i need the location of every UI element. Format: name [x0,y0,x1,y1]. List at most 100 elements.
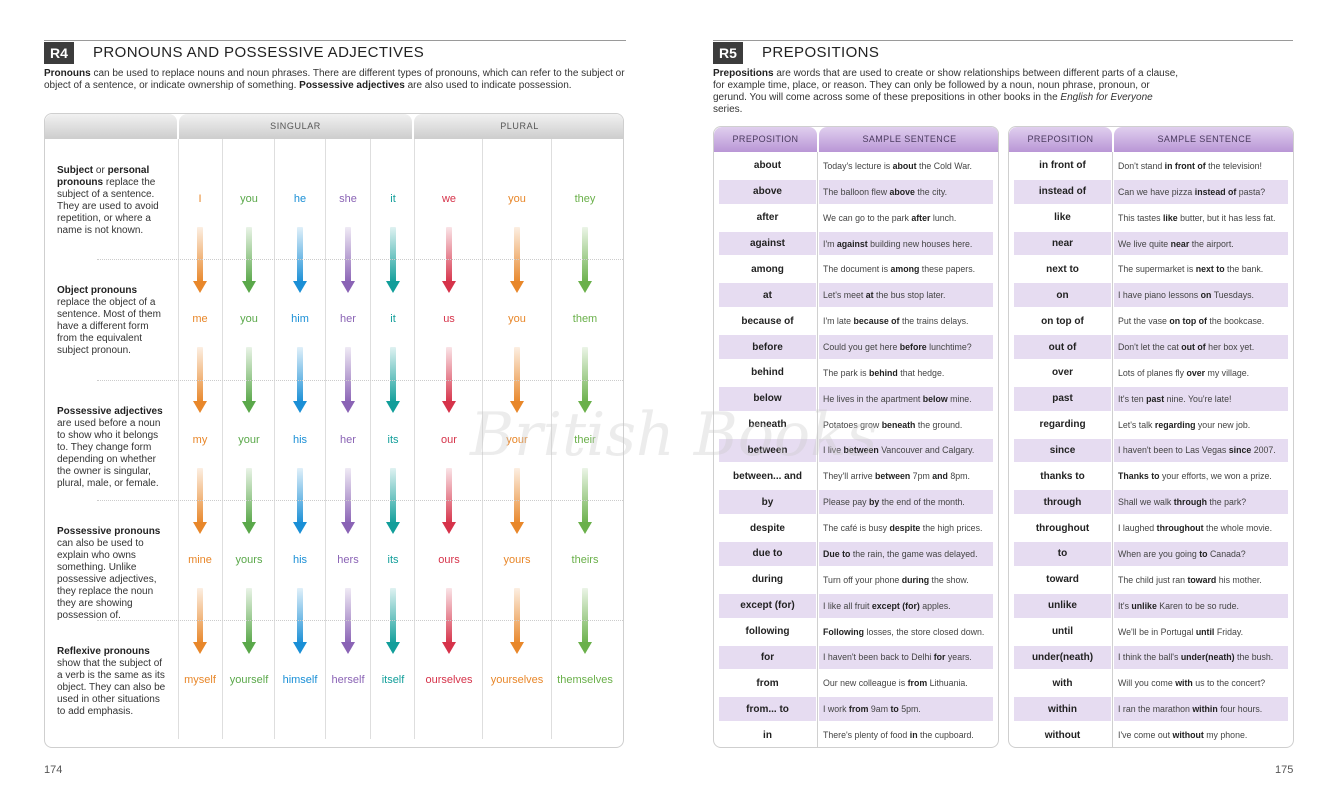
sample-sentence-cell: This tastes like butter, but it has less… [1114,206,1288,230]
highlighted-preposition: with [1175,678,1193,689]
section-title: PRONOUNS AND POSSESSIVE ADJECTIVES [93,44,425,61]
sentence-text: Don't stand [1118,160,1165,171]
sentence-text: my village. [1205,367,1250,378]
header-rule [713,40,1293,41]
sentence-text: apples. [919,600,951,611]
table-row: before Could you get here before lunchtim… [714,334,998,360]
highlighted-preposition: in front of [1164,160,1206,171]
highlighted-preposition: before [899,342,927,352]
column-divider [178,139,179,739]
column-divider [325,139,326,739]
page-number: 174 [44,764,63,776]
down-arrow-icon [341,467,355,536]
down-arrow-icon [510,227,524,295]
pronoun-word: him [291,313,309,326]
sentence-text: Today's lecture is [823,160,893,171]
highlighted-preposition: throughout [1156,523,1204,534]
row-description: Subject or personal pronouns replace the… [57,165,169,237]
preposition-cell: below [719,386,816,411]
pronoun-word: he [293,193,307,205]
row-divider [97,620,623,622]
sample-sentence-cell: Today's lecture is about the Cold War. [819,154,993,178]
text-run: are used before a noun to show who it be… [57,417,161,489]
sentence-text: I'm late [823,316,854,327]
pronoun-word: mine [188,553,212,566]
table-header-singular: SINGULAR [179,114,412,139]
table-row: over Lots of planes fly over my village. [1009,360,1293,386]
highlighted-preposition: against [836,238,868,249]
pronoun-word: your [238,433,260,446]
sentence-text: Turn off your phone [823,574,902,585]
sentence-text: losses, the store closed down. [864,626,985,637]
sample-sentence-cell: Thanks to your efforts, we won a prize. [1114,464,1288,488]
preposition-cell: against [719,231,816,256]
sentence-text: There's plenty of food [823,730,910,741]
text-run: are words that are used to create or sho… [713,68,1179,103]
pronoun-word: itself [381,674,405,687]
preposition-cell: through [1014,490,1111,515]
sentence-text: I've come out [1118,730,1173,741]
sample-sentence-cell: Don't stand in front of the television! [1114,154,1288,178]
sentence-text: This tastes [1118,212,1163,223]
column-divider [370,139,371,739]
sample-sentence-cell: Will you come with us to the concert? [1114,671,1288,695]
preposition-cell: because of [741,315,794,327]
sentence-text: your new job. [1195,419,1251,430]
down-arrow-icon [442,587,456,656]
column-header-preposition: PREPOSITION [1009,127,1112,152]
preposition-cell: despite [749,522,785,534]
sentence-text: the bank. [1224,264,1264,275]
sentence-text: mine. [947,393,972,404]
highlighted-preposition: Due to [823,548,851,559]
sentence-text: Lithuania. [927,678,968,689]
preposition-cell: after [756,212,779,224]
table-row: except (for) I like all fruit except (for… [714,593,998,619]
preposition-cell: above [719,179,816,204]
text-run: Possessive adjectives [299,80,405,91]
highlighted-preposition: like [1162,212,1178,223]
sentence-text: Karen to be so rude. [1156,600,1240,611]
highlighted-preposition: toward [1187,574,1217,585]
preposition-cell: over [1051,367,1074,379]
down-arrow-icon [341,347,355,415]
down-arrow-icon [386,347,400,415]
pronoun-word: she [339,193,357,205]
preposition-cell: beneath [748,419,787,431]
sentence-text: We live quite [1118,238,1171,249]
preposition-cell: thanks to [1040,470,1085,482]
highlighted-preposition: instead of [1194,186,1237,197]
table-row: after We can go to the park after lunch. [714,205,998,231]
pronoun-word: her [340,313,356,326]
sample-sentence-cell: Our new colleague is from Lithuania. [819,671,993,695]
sentence-text: I haven't been to Las Vegas [1118,445,1229,456]
sentence-text: lunch. [930,212,957,223]
pronoun-word: his [292,553,308,566]
sentence-text: that hedge. [897,367,945,378]
sentence-text: Canada? [1207,548,1246,559]
preposition-cell: unlike [1014,593,1111,618]
pronoun-word: you [240,193,258,205]
table-row: above The balloon flew above the city. [714,179,998,205]
preposition-cell: under(neath) [1014,645,1111,670]
text-run: are also used to indicate possession. [404,80,572,91]
highlighted-preposition: out of [1181,342,1206,352]
highlighted-preposition: between [843,445,879,456]
sentence-text: Shall we walk [1118,497,1174,508]
pronoun-word: his [292,433,308,446]
pronoun-word: our [441,433,457,446]
table-row: below He lives in the apartment below min… [714,386,998,412]
sentence-text: her box yet. [1205,342,1255,352]
sample-sentence-cell: Can we have pizza instead of pasta? [1114,179,1288,204]
highlighted-preposition: until [1195,626,1215,637]
preposition-cell: since [1014,438,1111,463]
down-arrow-icon [242,227,256,295]
sentence-text: They'll arrive [823,471,876,482]
highlighted-preposition: from [907,678,928,689]
preposition-table-1: PREPOSITION SAMPLE SENTENCE about Today's… [713,126,999,748]
text-run: Prepositions [713,68,774,79]
highlighted-preposition: because of [853,316,900,327]
column-divider [274,139,275,739]
column-divider [482,139,483,739]
table-row: behind The park is behind that hedge. [714,360,998,386]
sample-sentence-cell: He lives in the apartment below mine. [819,386,993,411]
